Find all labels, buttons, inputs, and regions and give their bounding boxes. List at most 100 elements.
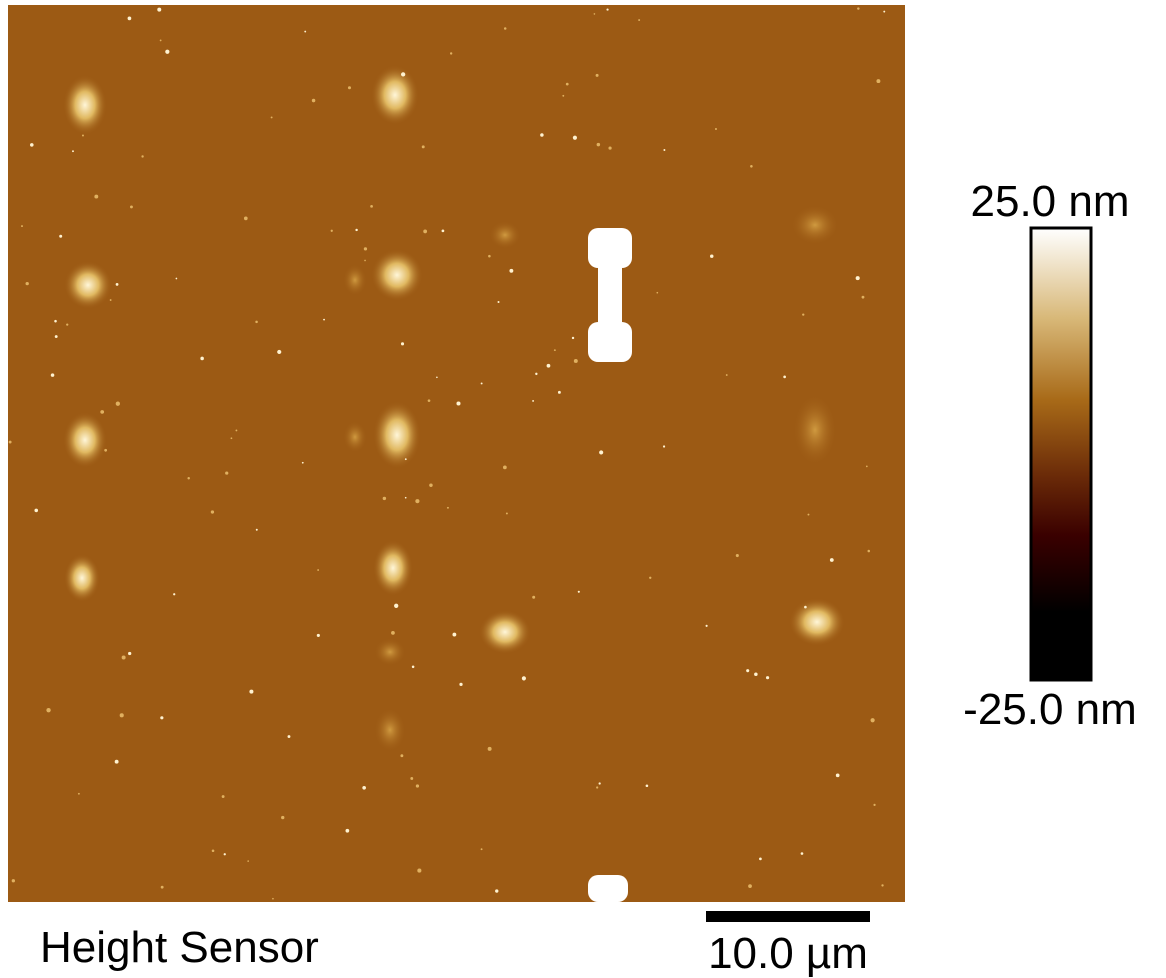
- particle: [597, 143, 600, 146]
- scale-bar: [706, 911, 870, 922]
- surface-bump: [63, 75, 107, 135]
- particle: [141, 155, 143, 157]
- particle: [783, 376, 786, 379]
- particle: [46, 708, 50, 712]
- particle: [317, 569, 319, 571]
- particle: [452, 633, 456, 637]
- particle: [224, 853, 226, 855]
- particle: [746, 669, 749, 672]
- particle: [222, 795, 225, 798]
- particle: [599, 782, 601, 784]
- particle: [428, 399, 431, 402]
- particle: [116, 402, 120, 406]
- particle: [540, 133, 544, 137]
- particle: [802, 313, 804, 315]
- particle: [312, 99, 316, 103]
- surface-bump: [479, 610, 531, 654]
- particle: [304, 31, 306, 33]
- particle: [572, 337, 574, 339]
- surface-bump: [373, 401, 421, 469]
- particle: [442, 229, 445, 232]
- colorbar-max: 25.0 nm: [971, 177, 1130, 226]
- particle: [736, 554, 739, 557]
- particle: [423, 230, 427, 234]
- particle: [710, 254, 713, 257]
- particle: [532, 596, 535, 599]
- surface-bump: [374, 708, 406, 752]
- particle: [498, 301, 500, 303]
- particle: [54, 320, 57, 323]
- particle: [558, 391, 561, 394]
- particle: [30, 143, 34, 147]
- particle: [51, 373, 55, 377]
- particle: [416, 784, 419, 787]
- particle: [574, 359, 578, 363]
- particle: [78, 793, 80, 795]
- particle: [12, 879, 15, 882]
- particle: [157, 8, 161, 12]
- particle: [405, 497, 407, 499]
- particle: [231, 437, 233, 439]
- particle: [272, 898, 274, 900]
- particle: [506, 512, 508, 514]
- particle: [394, 604, 398, 608]
- particle: [871, 718, 875, 722]
- particle: [348, 86, 351, 89]
- particle: [9, 441, 12, 444]
- particle: [247, 860, 249, 862]
- particle: [55, 335, 58, 338]
- surface-bump: [63, 412, 107, 468]
- particle: [160, 716, 163, 719]
- particle: [481, 848, 483, 850]
- particle: [599, 450, 603, 454]
- particle: [130, 205, 133, 208]
- particle: [857, 7, 859, 9]
- particle: [504, 27, 507, 30]
- particle: [271, 116, 273, 118]
- particle: [566, 83, 569, 86]
- particle: [750, 165, 753, 168]
- particle: [161, 886, 164, 889]
- particle: [122, 656, 126, 660]
- particle: [115, 760, 119, 764]
- particle: [211, 510, 214, 513]
- afm-figure: 25.0 nm -25.0 nm Height Sensor 10.0 µm: [0, 0, 1166, 978]
- particle: [836, 773, 840, 777]
- particle: [649, 577, 651, 579]
- particle: [573, 136, 577, 140]
- particle: [165, 50, 169, 54]
- particle: [706, 625, 708, 627]
- particle: [509, 269, 513, 273]
- particle: [562, 95, 564, 97]
- surface-bump: [373, 540, 413, 596]
- particle: [401, 72, 405, 76]
- particle: [110, 299, 112, 301]
- colorbar: [1031, 228, 1091, 680]
- particle: [656, 292, 658, 294]
- particle: [323, 319, 325, 321]
- particle: [867, 550, 870, 553]
- particle: [72, 150, 74, 152]
- particle: [715, 128, 717, 130]
- particle: [187, 477, 189, 479]
- particle: [754, 672, 758, 676]
- particle: [866, 466, 868, 468]
- particle: [535, 373, 537, 375]
- particle: [429, 484, 432, 487]
- surface-bump: [371, 249, 423, 301]
- particle: [417, 869, 421, 873]
- particle: [34, 509, 38, 513]
- surface-bump: [343, 264, 367, 296]
- particle: [346, 829, 350, 833]
- particle: [522, 676, 526, 680]
- particle: [400, 754, 403, 757]
- particle: [66, 323, 68, 325]
- particle: [436, 376, 438, 378]
- particle: [759, 857, 762, 860]
- particle: [503, 465, 507, 469]
- particle: [401, 342, 404, 345]
- particle: [578, 591, 580, 593]
- particle: [21, 225, 23, 227]
- image-label: Height Sensor: [40, 923, 319, 972]
- particle: [873, 804, 875, 806]
